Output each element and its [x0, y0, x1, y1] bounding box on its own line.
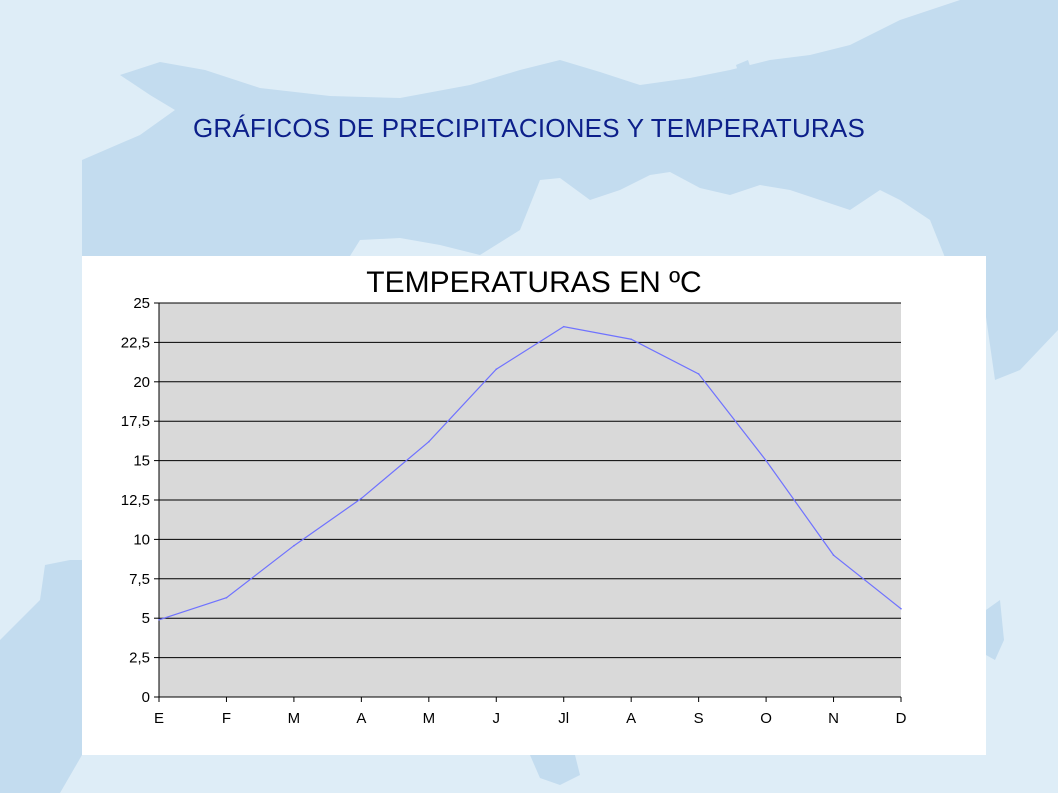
x-tick-label: A [356, 710, 366, 727]
data-point [158, 618, 160, 621]
slide-title: GRÁFICOS DE PRECIPITACIONES Y TEMPERATUR… [192, 113, 865, 143]
data-point [900, 607, 902, 610]
data-point [832, 554, 835, 556]
y-tick-label: 22,5 [121, 334, 150, 351]
series-line [158, 326, 902, 621]
land-mass [0, 560, 82, 793]
y-tick-label: 17,5 [121, 413, 150, 430]
series-group [158, 325, 902, 621]
y-tick-label: 25 [133, 295, 150, 312]
x-tick-label: M [288, 710, 301, 727]
land-mass [530, 755, 580, 785]
x-tick-label: J [493, 710, 501, 727]
temperature-line-chart: 0 2,5 5 7,5 10 12,5 15 17,5 20 22,5 25 E F M A M J Jl A S O… [121, 295, 907, 727]
chart-panel: TEMPERATURAS EN ºC 0 2,5 5 7,5 10 12,5 15 17,5 2… [82, 256, 986, 755]
data-point [562, 325, 565, 328]
y-tick-label: 15 [133, 453, 150, 470]
x-tick-label: N [828, 710, 839, 727]
x-tick-label: S [694, 710, 704, 727]
land-mass [986, 600, 1004, 660]
data-point [495, 368, 498, 370]
y-tick-label: 12,5 [121, 492, 150, 509]
data-point [765, 459, 767, 462]
island [736, 60, 752, 78]
x-tick-label: E [154, 710, 164, 727]
data-point [360, 497, 363, 500]
y-tick-label: 0 [142, 689, 150, 706]
x-tick-label: M [423, 710, 436, 727]
x-tick-label: F [222, 710, 231, 727]
land-mass [82, 0, 1058, 380]
x-tick-label: O [760, 710, 772, 727]
island [712, 88, 726, 102]
chart-title: TEMPERATURAS EN ºC [366, 266, 702, 299]
y-tick-label: 10 [133, 531, 150, 548]
y-axis: 0 2,5 5 7,5 10 12,5 15 17,5 20 22,5 25 [121, 295, 160, 706]
data-point [428, 440, 430, 443]
data-point [225, 596, 228, 599]
y-tick-label: 5 [142, 610, 150, 627]
data-point [293, 544, 295, 547]
x-tick-label: D [896, 710, 907, 727]
y-tick-label: 20 [133, 374, 150, 391]
x-tick-label: A [626, 710, 636, 727]
x-tick-label: Jl [558, 710, 569, 727]
y-tick-label: 7,5 [129, 571, 150, 588]
data-point [697, 373, 700, 375]
data-point [630, 338, 632, 341]
y-tick-label: 2,5 [129, 650, 150, 667]
x-axis: E F M A M J Jl A S O N D [154, 696, 907, 727]
